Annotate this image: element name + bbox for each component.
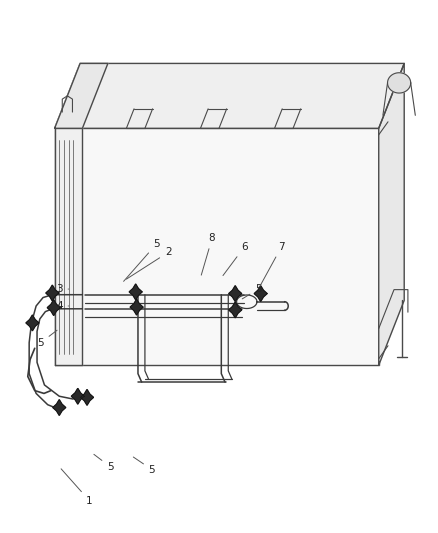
Polygon shape — [46, 285, 59, 301]
Text: 2: 2 — [127, 247, 171, 279]
Text: 8: 8 — [201, 233, 215, 275]
Text: 7: 7 — [260, 242, 285, 287]
Polygon shape — [26, 315, 39, 331]
Text: 5: 5 — [124, 239, 160, 281]
Polygon shape — [53, 400, 66, 415]
Polygon shape — [81, 390, 94, 405]
Polygon shape — [379, 63, 404, 365]
Polygon shape — [229, 302, 242, 318]
Text: 5: 5 — [133, 457, 155, 474]
Polygon shape — [71, 389, 84, 404]
Text: 1: 1 — [61, 469, 93, 506]
Text: 6: 6 — [223, 242, 248, 276]
Text: 5: 5 — [37, 330, 57, 348]
Polygon shape — [254, 286, 267, 302]
Polygon shape — [129, 284, 142, 300]
Polygon shape — [55, 63, 404, 128]
Text: 3: 3 — [56, 284, 68, 294]
Polygon shape — [55, 63, 108, 128]
Polygon shape — [130, 299, 143, 315]
Polygon shape — [229, 286, 242, 302]
Polygon shape — [47, 300, 60, 316]
Polygon shape — [55, 128, 379, 365]
Polygon shape — [388, 72, 411, 93]
Text: 5: 5 — [94, 454, 113, 472]
Text: 4: 4 — [56, 301, 68, 311]
Polygon shape — [55, 128, 82, 365]
Text: 5: 5 — [242, 284, 261, 299]
